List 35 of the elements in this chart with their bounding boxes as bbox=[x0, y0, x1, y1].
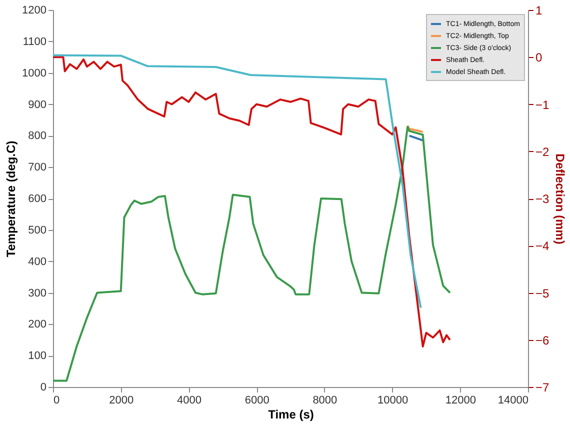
y2-tick-label: −6 bbox=[536, 333, 550, 348]
y-tick-label: 800 bbox=[28, 130, 46, 142]
line-series bbox=[52, 54, 422, 309]
y2-tick-label: −1 bbox=[536, 98, 550, 112]
y2-tick-label: −3 bbox=[536, 192, 550, 206]
y-tick-label: 400 bbox=[28, 256, 46, 268]
y-tick-label: 300 bbox=[28, 287, 46, 300]
line-series bbox=[52, 126, 451, 382]
y2-tick-label: −2 bbox=[536, 144, 550, 159]
y2-tick-label: −7 bbox=[536, 380, 550, 394]
y-tick-label: 700 bbox=[28, 162, 46, 174]
x-tick-label: 0 bbox=[54, 394, 60, 406]
y-tick-label: 600 bbox=[28, 193, 46, 205]
y-tick-label: 1000 bbox=[22, 67, 46, 80]
x-tick-label: 8000 bbox=[312, 394, 338, 406]
y2-tick-label: −5 bbox=[536, 286, 550, 300]
y2-tick-label: 0 bbox=[536, 50, 542, 65]
x-tick-label: 2000 bbox=[109, 394, 134, 406]
y-tick-label: 100 bbox=[28, 350, 46, 362]
x-tick-label: 6000 bbox=[244, 394, 270, 406]
y-tick-label: 0 bbox=[40, 382, 46, 394]
y-axis-title: Temperature (deg.C) bbox=[4, 140, 18, 258]
x-axis-title: Time (s) bbox=[268, 408, 314, 422]
x-tick-label: 14000 bbox=[498, 394, 528, 406]
y-tick-label: 200 bbox=[28, 318, 46, 331]
x-tick-label: 12000 bbox=[445, 394, 476, 406]
x-tick-label: 10000 bbox=[377, 394, 408, 406]
y2-axis-title: Deflection (mm) bbox=[553, 154, 568, 244]
x-tick-label: 4000 bbox=[176, 394, 202, 406]
y2-tick-label: −4 bbox=[536, 239, 550, 254]
y-tick-label: 1100 bbox=[22, 36, 46, 48]
y2-tick-label: 1 bbox=[536, 4, 542, 18]
y-tick-label: 1200 bbox=[22, 4, 46, 16]
y-tick-label: 900 bbox=[28, 98, 46, 111]
y-tick-label: 500 bbox=[28, 224, 46, 236]
